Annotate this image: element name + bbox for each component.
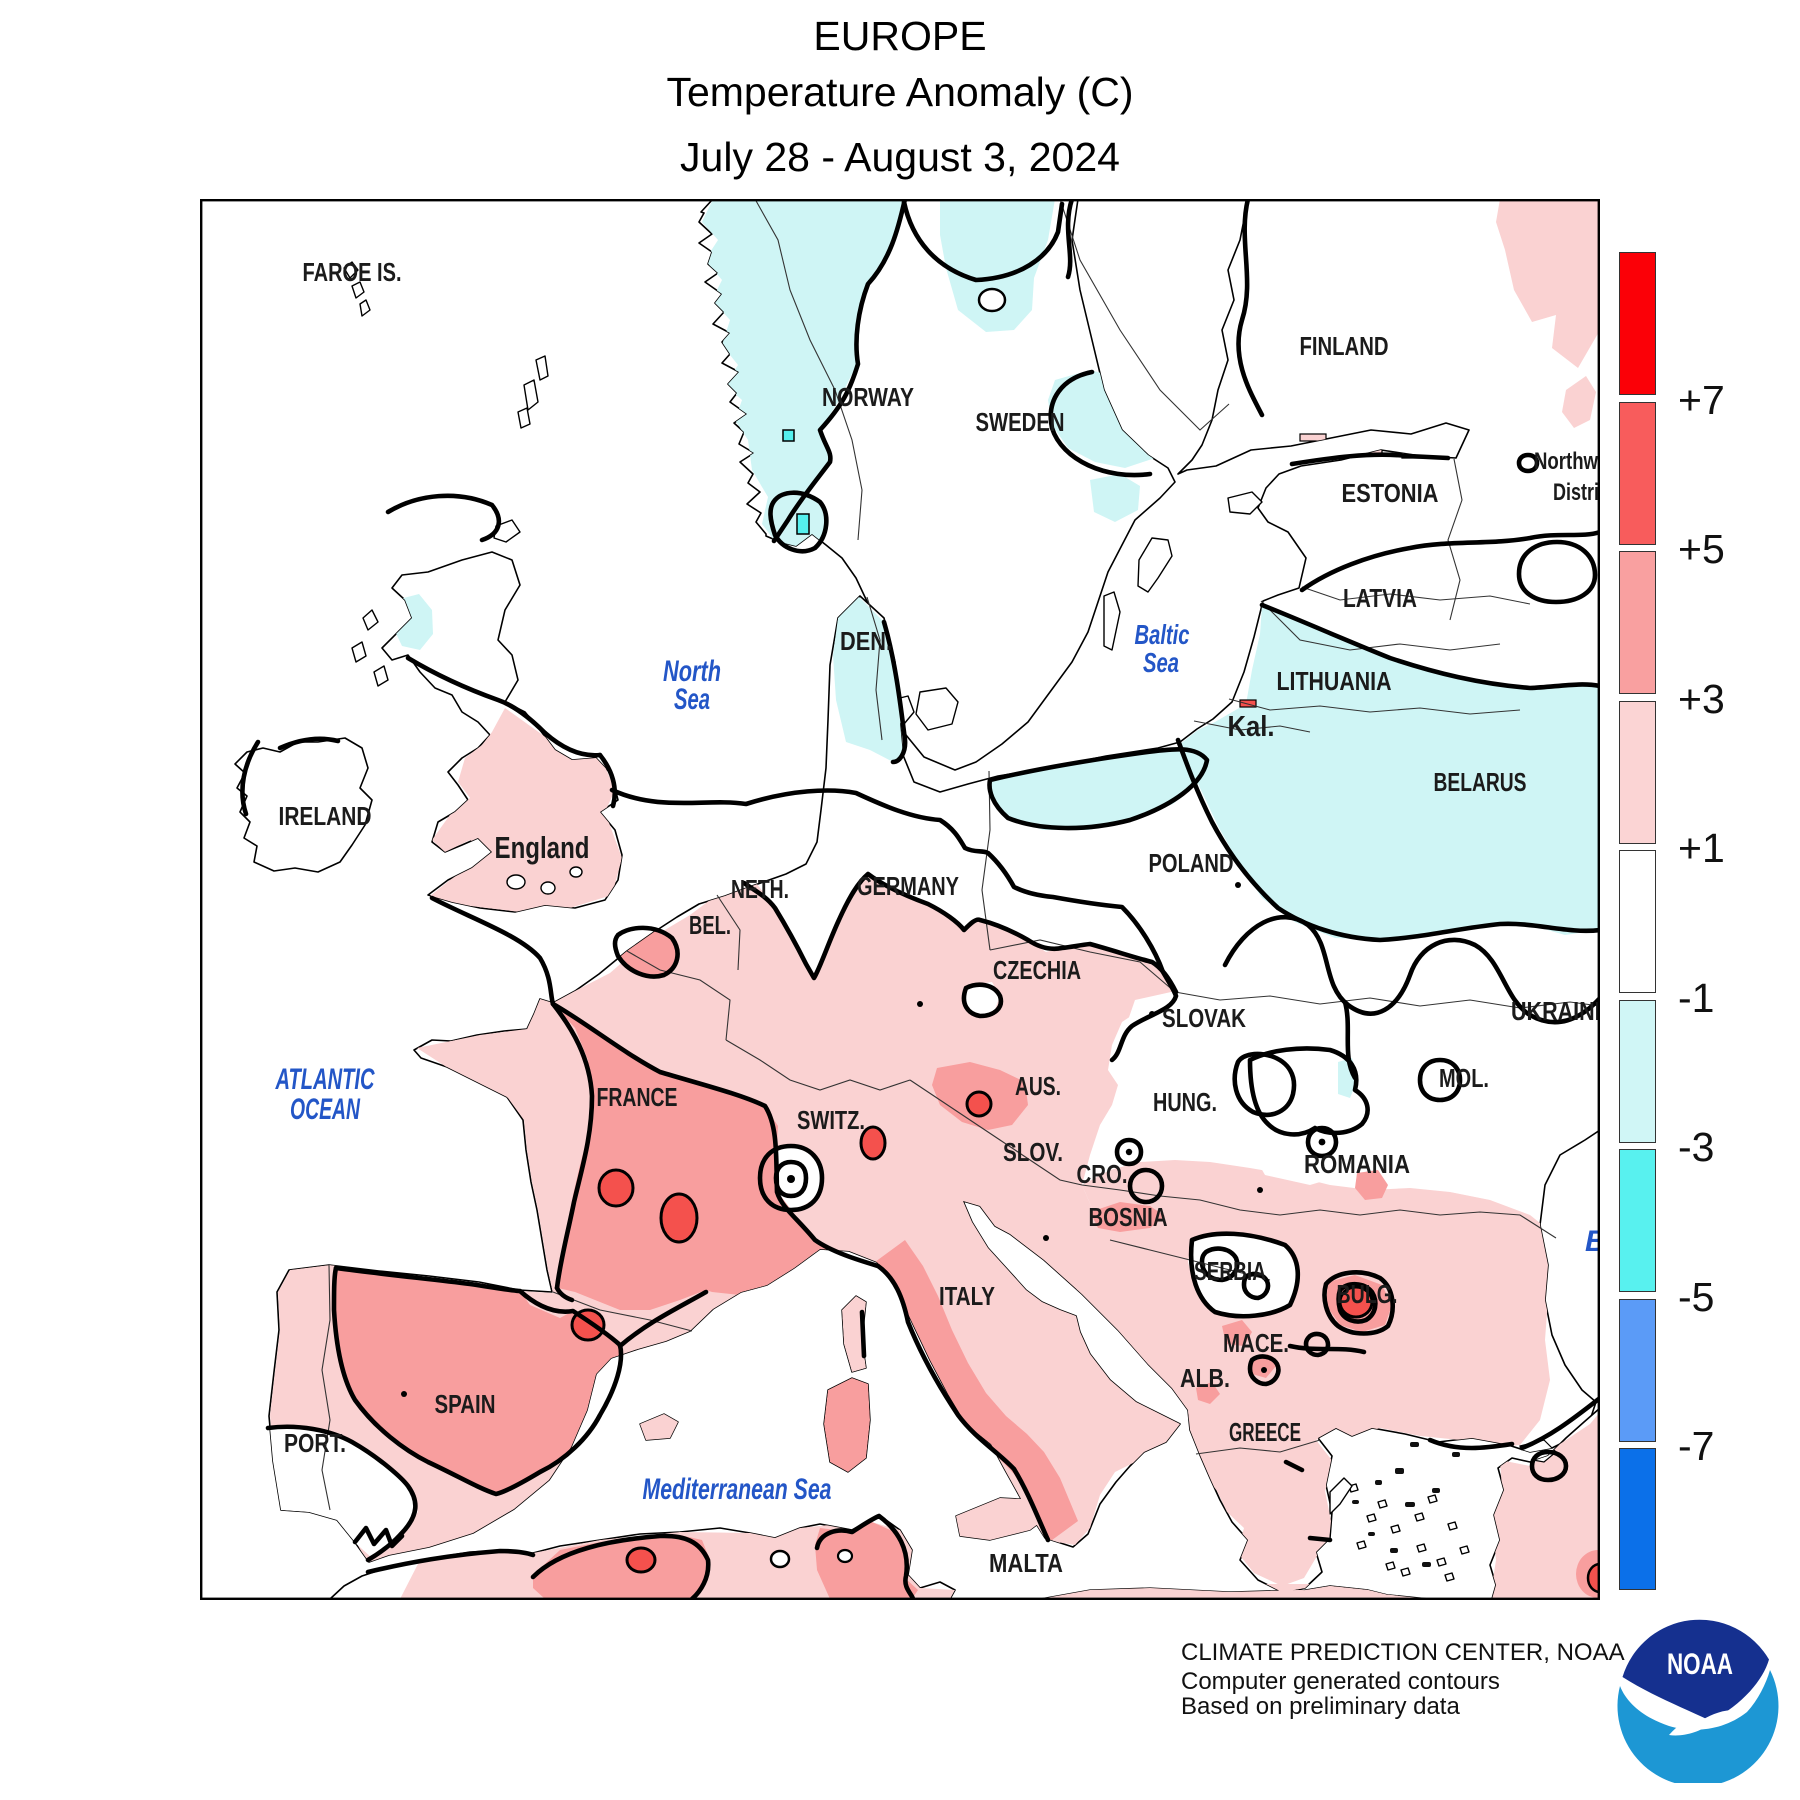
svg-text:GERMANY: GERMANY: [857, 871, 959, 901]
svg-text:BOSNIA: BOSNIA: [1089, 1202, 1168, 1232]
svg-text:North: North: [663, 655, 721, 688]
svg-text:BELARUS: BELARUS: [1434, 767, 1527, 797]
svg-text:ESTONIA: ESTONIA: [1342, 478, 1439, 508]
svg-text:FINLAND: FINLAND: [1300, 331, 1389, 361]
svg-text:ATLANTIC: ATLANTIC: [275, 1063, 376, 1096]
svg-text:FRANCE: FRANCE: [597, 1082, 678, 1112]
svg-text:Kal.: Kal.: [1228, 711, 1275, 743]
svg-text:MACE.: MACE.: [1223, 1328, 1289, 1358]
svg-text:Northw: Northw: [1534, 448, 1598, 475]
svg-text:ITALY: ITALY: [939, 1281, 995, 1311]
svg-text:NETH.: NETH.: [731, 874, 789, 904]
svg-text:SLOVAK: SLOVAK: [1162, 1003, 1246, 1033]
svg-text:LATVIA: LATVIA: [1343, 583, 1417, 613]
svg-text:BEL.: BEL.: [689, 910, 731, 940]
svg-text:England: England: [495, 830, 590, 865]
svg-text:ALB.: ALB.: [1180, 1363, 1230, 1393]
svg-text:OCEAN: OCEAN: [290, 1093, 361, 1126]
svg-text:CZECHIA: CZECHIA: [993, 955, 1081, 985]
svg-text:BULG.: BULG.: [1337, 1279, 1398, 1309]
svg-text:Distri: Distri: [1553, 479, 1599, 506]
svg-text:FAROE IS.: FAROE IS.: [303, 257, 402, 287]
svg-text:MOL.: MOL.: [1439, 1063, 1489, 1093]
svg-text:IRELAND: IRELAND: [279, 801, 372, 831]
svg-text:Sea: Sea: [1143, 647, 1179, 678]
svg-text:UKRAINE: UKRAINE: [1511, 996, 1600, 1026]
svg-text:DEN.: DEN.: [840, 626, 892, 656]
svg-text:PORT.: PORT.: [284, 1428, 346, 1458]
svg-text:SLOV.: SLOV.: [1003, 1137, 1063, 1167]
svg-text:B: B: [1585, 1225, 1600, 1258]
svg-text:SWITZ.: SWITZ.: [797, 1105, 865, 1135]
svg-text:CRO.: CRO.: [1077, 1159, 1128, 1189]
svg-text:NORWAY: NORWAY: [822, 382, 914, 412]
svg-text:LITHUANIA: LITHUANIA: [1277, 666, 1392, 696]
svg-text:NOAA: NOAA: [1667, 1648, 1733, 1681]
svg-text:POLAND: POLAND: [1149, 848, 1234, 878]
svg-text:Baltic: Baltic: [1135, 619, 1190, 650]
svg-text:SWEDEN: SWEDEN: [976, 407, 1065, 437]
svg-text:SERBIA: SERBIA: [1194, 1256, 1266, 1286]
svg-text:Mediterranean Sea: Mediterranean Sea: [643, 1473, 832, 1506]
svg-text:Sea: Sea: [674, 683, 710, 716]
svg-text:ROMANIA: ROMANIA: [1304, 1149, 1410, 1179]
svg-text:SPAIN: SPAIN: [435, 1389, 496, 1419]
svg-text:GREECE: GREECE: [1229, 1417, 1301, 1447]
svg-text:AUS.: AUS.: [1015, 1071, 1061, 1101]
svg-text:HUNG.: HUNG.: [1153, 1087, 1217, 1117]
svg-text:MALTA: MALTA: [989, 1548, 1063, 1578]
